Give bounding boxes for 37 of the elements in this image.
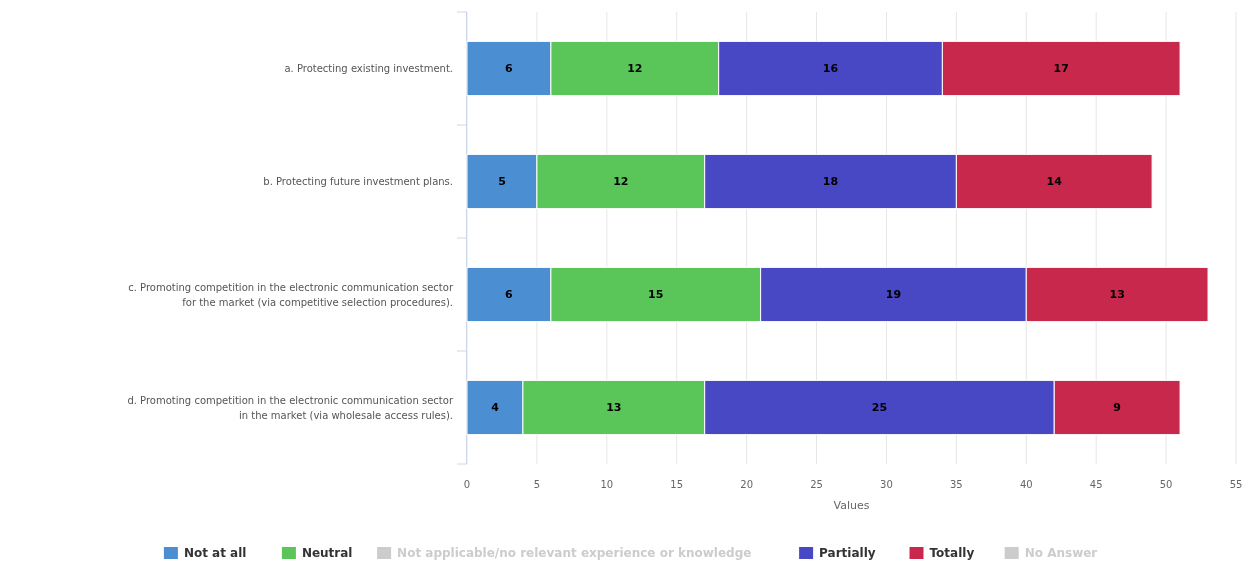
data-label: 12	[627, 62, 643, 76]
data-label: 6	[505, 62, 514, 76]
x-tick-label: 20	[740, 479, 753, 490]
x-tick-label: 55	[1229, 479, 1243, 490]
legend-label: Totally	[929, 546, 975, 561]
x-tick-label: 0	[463, 479, 471, 490]
x-tick-label: 35	[950, 479, 963, 490]
x-tick-label: 25	[810, 479, 823, 490]
data-label: 16	[822, 62, 839, 76]
data-label: 17	[1053, 62, 1069, 76]
data-label: 5	[498, 175, 506, 189]
x-tick-label: 15	[670, 479, 684, 490]
y-tick-label: b. Protecting future investment plans.	[263, 176, 453, 187]
x-tick-label: 45	[1089, 479, 1103, 490]
x-tick-label: 5	[533, 479, 541, 490]
data-label: 14	[1046, 175, 1063, 189]
data-label: 12	[613, 175, 629, 189]
data-label: 25	[871, 401, 888, 415]
data-label: 6	[505, 288, 514, 302]
data-label: 13	[606, 401, 622, 415]
legend-label: Not at all	[183, 546, 247, 561]
data-label: 13	[1109, 288, 1125, 302]
legend-label: Partially	[819, 546, 876, 561]
data-label: 19	[885, 288, 902, 302]
x-tick-label: 50	[1159, 479, 1173, 490]
data-label: 18	[822, 175, 839, 189]
data-label: 4	[491, 401, 500, 415]
legend-label: Neutral	[301, 546, 353, 561]
x-tick-label: 30	[880, 479, 893, 490]
data-label: 15	[648, 288, 664, 302]
y-tick-label: a. Protecting existing investment.	[284, 63, 453, 74]
data-label: 9	[1113, 401, 1121, 415]
y-tick-label: d. Promoting competition in the electronic communication sector in the market (via wholesale access rules).	[127, 394, 454, 421]
y-tick-label: c. Promoting competition in the electronic communication sector for the market (via competitive selection procedures).	[128, 281, 454, 308]
x-tick-label: 40	[1019, 479, 1033, 490]
x-axis-title: Values	[833, 499, 870, 512]
x-tick-label: 10	[600, 479, 614, 490]
